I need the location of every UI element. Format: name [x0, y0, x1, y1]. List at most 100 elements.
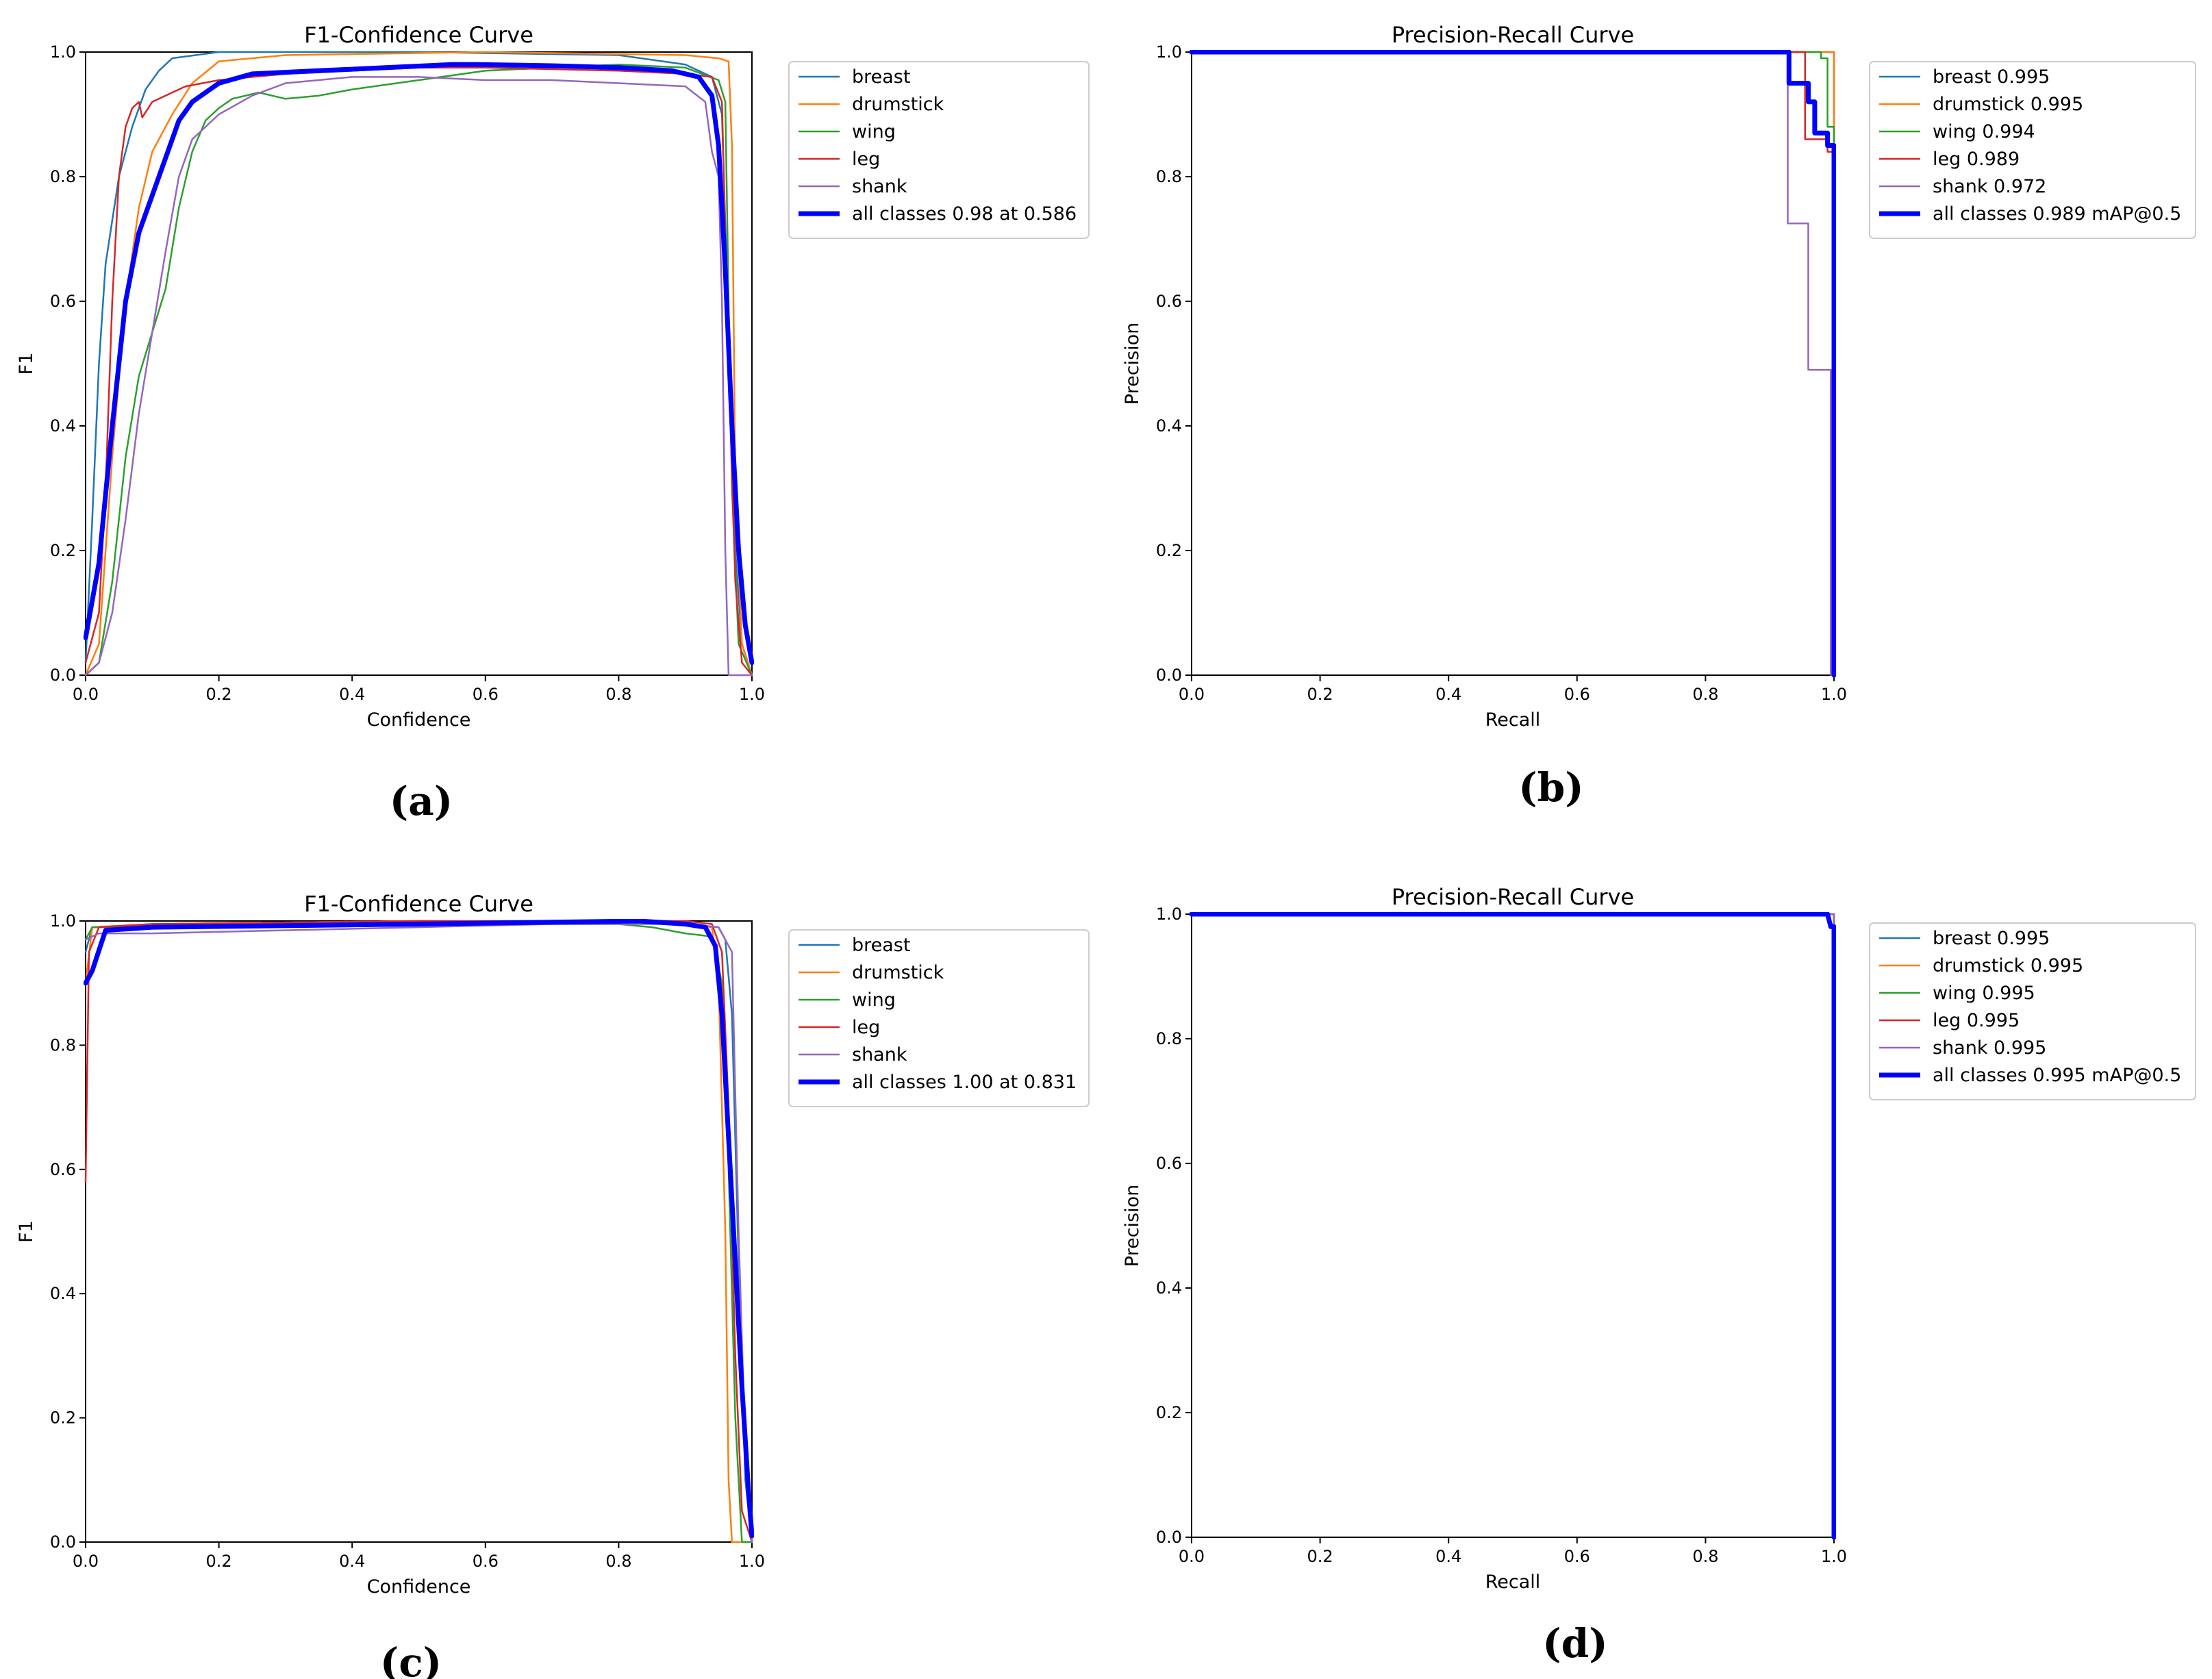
panel-c-x-tick-label: 1.0	[739, 1552, 765, 1571]
panel-c-y-tick-label: 0.0	[50, 1532, 76, 1552]
panel-b-panel-label: (b)	[1518, 764, 1583, 811]
panel-a-title: F1-Confidence Curve	[304, 22, 533, 48]
panel-b-legend-label-leg: leg 0.989	[1933, 149, 2020, 170]
panel-c-series-line-leg	[84, 920, 753, 1543]
panel-a-y-tick-label: 0.8	[50, 167, 76, 186]
panel-b-x-tick-label: 0.2	[1307, 685, 1333, 704]
panel-b-legend: breast 0.995 drumstick 0.995 wing 0.994 leg…	[1869, 61, 2196, 239]
panel-c-legend-label-all: all classes 1.00 at 0.831	[852, 1072, 1077, 1093]
panel-b-x-tick-label: 0.8	[1692, 685, 1718, 704]
panel-d-title: Precision-Recall Curve	[1392, 884, 1634, 910]
panel-c-title: F1-Confidence Curve	[304, 891, 533, 917]
panel-c-x-tick-label: 0.4	[339, 1552, 365, 1571]
panel-a-series-group	[84, 51, 754, 677]
panel-a-x-tick-label: 0.0	[73, 685, 99, 704]
panel-c-legend-label-drumstick: drumstick	[852, 962, 944, 983]
panel-d-legend-label-all: all classes 0.995 mAP@0.5	[1933, 1065, 2181, 1086]
panel-c-legend-label-leg: leg	[852, 1017, 880, 1038]
panel-d-legend-label-shank: shank 0.995	[1933, 1037, 2046, 1059]
panel-c-x-axis-label: Confidence	[367, 1576, 471, 1598]
panel-d-x-tick-label: 0.6	[1564, 1547, 1590, 1566]
panel-d-y-axis-label: Precision	[1122, 1185, 1143, 1267]
panel-d-x-tick-label: 1.0	[1821, 1547, 1847, 1566]
panel-d-y-tick-label: 0.2	[1156, 1403, 1182, 1422]
panel-c-series-line-shank	[84, 923, 753, 1543]
panel-b-legend-label-wing: wing 0.994	[1933, 121, 2035, 142]
panel-d-series-line-all	[1190, 912, 1836, 1539]
panel-d-panel-label: (d)	[1542, 1620, 1607, 1667]
panel-d-x-tick-label: 0.4	[1435, 1547, 1461, 1566]
panel-a-panel-label: (a)	[390, 778, 453, 824]
panel-a-series-line-all	[84, 62, 754, 666]
panel-b-x-tick-label: 1.0	[1821, 685, 1847, 704]
panel-d-legend: breast 0.995 drumstick 0.995 wing 0.995 leg…	[1869, 922, 2196, 1100]
panel-b-legend-label-drumstick: drumstick 0.995	[1933, 94, 2083, 115]
panel-d-legend-label-drumstick: drumstick 0.995	[1933, 955, 2083, 976]
panel-a-legend-label-leg: leg	[852, 149, 880, 170]
panel-b-x-tick-label: 0.4	[1435, 685, 1461, 704]
panel-c-legend-label-breast: breast	[852, 935, 910, 956]
panel-b-y-tick-label: 0.4	[1156, 416, 1182, 435]
panel-b-title: Precision-Recall Curve	[1392, 22, 1634, 48]
panel-a-x-axis-label: Confidence	[367, 709, 471, 731]
panel-b-x-tick-label: 0.6	[1564, 685, 1590, 704]
panel-b-y-axis-label: Precision	[1122, 323, 1143, 405]
panel-c-legend-label-shank: shank	[852, 1044, 907, 1065]
panel-d-x-tick-label: 0.8	[1692, 1547, 1718, 1566]
panel-a-y-tick-label: 0.6	[50, 292, 76, 311]
panel-c-panel-label: (c)	[380, 1639, 442, 1679]
panel-a-x-tick-label: 0.2	[206, 685, 232, 704]
panel-d-x-tick-label: 0.2	[1307, 1547, 1333, 1566]
panel-a-legend-label-wing: wing	[852, 121, 896, 142]
panel-d-plot-frame	[1191, 913, 1835, 1538]
panel-a-x-tick-label: 0.4	[339, 685, 365, 704]
panel-a-y-tick-label: 0.0	[50, 666, 76, 685]
panel-a-legend-label-all: all classes 0.98 at 0.586	[852, 203, 1077, 225]
panel-a-legend: breast drumstick wing leg shank all classes 0…	[788, 61, 1090, 239]
panel-c-x-tick-label: 0.6	[473, 1552, 499, 1571]
panel-b-plot-frame	[1191, 51, 1835, 676]
panel-c-y-axis-label: F1	[16, 1220, 37, 1243]
panel-b-x-tick-label: 0.0	[1179, 685, 1205, 704]
panel-a-y-axis-label: F1	[16, 353, 37, 375]
panel-c-y-tick-label: 0.8	[50, 1035, 76, 1055]
panel-d-y-tick-label: 0.8	[1156, 1029, 1182, 1048]
panel-a-x-tick-label: 1.0	[739, 685, 765, 704]
panel-b-y-tick-label: 1.0	[1156, 42, 1182, 62]
panel-c-legend: breast drumstick wing leg shank all classes 1…	[788, 929, 1090, 1107]
panel-b-legend-box	[1869, 61, 2196, 239]
panel-d-x-axis-label: Recall	[1485, 1571, 1541, 1593]
panel-c-series-group	[84, 919, 754, 1543]
panel-a-plot-frame	[85, 51, 753, 676]
panel-a-y-tick-label: 0.2	[50, 541, 76, 560]
panel-a-legend-label-breast: breast	[852, 66, 910, 88]
panel-d-legend-label-breast: breast 0.995	[1933, 928, 2050, 949]
panel-a-legend-label-drumstick: drumstick	[852, 94, 944, 115]
panel-d-y-tick-label: 1.0	[1156, 905, 1182, 924]
panel-b-series-group	[1190, 50, 1836, 677]
panel-c-x-tick-label: 0.2	[206, 1552, 232, 1571]
panel-c-chart: 0.0 0.2 0.4 0.6 0.8 1.0 0.0 0.2 0.4 0.6 0.8 1.0 F1-C…	[16, 891, 1090, 1679]
panel-d-legend-box	[1869, 922, 2196, 1100]
panel-c-x-tick-label: 0.8	[605, 1552, 631, 1571]
panel-a-x-tick-label: 0.8	[605, 685, 631, 704]
panel-d-x-tick-label: 0.0	[1179, 1547, 1205, 1566]
panel-c-plot-frame	[85, 920, 753, 1543]
panel-b-y-tick-label: 0.8	[1156, 167, 1182, 186]
panel-c-x-tick-label: 0.0	[73, 1552, 99, 1571]
panel-b-series-line-wing	[1190, 51, 1835, 677]
panel-b-chart: 0.0 0.2 0.4 0.6 0.8 1.0 0.0 0.2 0.4 0.6 0.8 1.0 Prec…	[1122, 22, 2196, 811]
panel-c-legend-label-wing: wing	[852, 989, 896, 1011]
panel-a-y-tick-label: 1.0	[50, 42, 76, 62]
panel-d-legend-label-wing: wing 0.995	[1933, 983, 2035, 1004]
panel-a-chart: 0.0 0.2 0.4 0.6 0.8 1.0 0.0 0.2 0.4 0.6 0.8 1.0 F1-C…	[16, 22, 1090, 824]
panel-c-y-tick-label: 1.0	[50, 911, 76, 931]
panel-b-y-tick-label: 0.2	[1156, 541, 1182, 560]
panel-b-y-tick-label: 0.6	[1156, 292, 1182, 311]
panel-d-series-group	[1190, 912, 1836, 1539]
panel-c-legend-box	[788, 929, 1090, 1107]
panel-a-legend-box	[788, 61, 1090, 239]
panel-b-legend-label-shank: shank 0.972	[1933, 176, 2046, 197]
panel-c-series-line-all	[84, 919, 754, 1539]
panel-a-series-line-leg	[84, 66, 753, 677]
